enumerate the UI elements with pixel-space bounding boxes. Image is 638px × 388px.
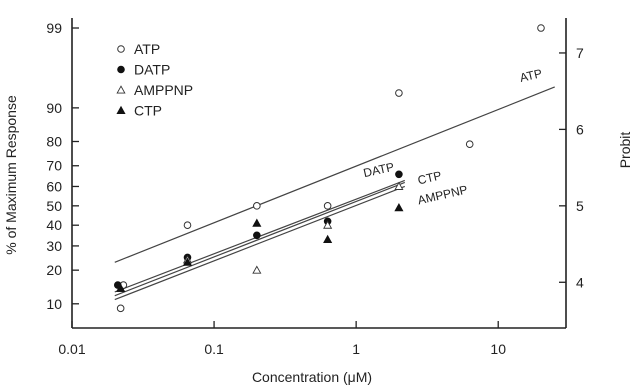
data-point-ctp: [394, 203, 404, 212]
data-point-atp: [395, 89, 403, 97]
legend-marker-datp: [117, 65, 125, 74]
y2-tick-label: 7: [576, 45, 584, 61]
x-tick-label: 1: [352, 341, 360, 357]
y-tick-label: 50: [46, 198, 62, 214]
fit-lines: [114, 86, 555, 301]
data-point-ctp: [182, 257, 193, 266]
axes: [71, 18, 567, 329]
legend-marker-ctp: [116, 105, 126, 114]
x-tick-label: 0.1: [204, 341, 224, 357]
legend-label-amppnp: AMPPNP: [134, 82, 193, 98]
x-tick-label: 0.01: [58, 341, 85, 357]
ticks: 0.01 0.1 1 10 10 20 30 40 50 60 70 80 90 99 4 5 6 7: [46, 20, 584, 357]
legend-marker-atp: [117, 45, 125, 53]
data-point-amppnp: [394, 181, 404, 190]
data-point-ctp: [116, 283, 126, 292]
data-point-atp: [465, 140, 474, 148]
y-tick-label: 30: [46, 238, 62, 254]
y2-tick-label: 5: [576, 198, 584, 214]
fit-line-atp: [114, 86, 555, 263]
y-axis-title: % of Maximum Response: [3, 95, 19, 255]
data-point-atp: [537, 24, 545, 32]
legend-label-datp: DATP: [134, 62, 170, 78]
y-tick-label: 40: [46, 217, 62, 233]
fit-line-amppnp: [114, 185, 406, 301]
y2-tick-label: 6: [576, 121, 584, 137]
fit-label-atp: ATP: [518, 66, 543, 85]
data-point-amppnp: [252, 265, 262, 274]
data-point-atp: [323, 202, 332, 210]
data-point-amppnp: [323, 220, 333, 229]
y-tick-label: 99: [46, 20, 62, 36]
data-point-atp: [253, 202, 261, 210]
y-tick-label: 90: [46, 100, 62, 116]
legend: ATP DATP AMPPNP CTP: [116, 41, 193, 119]
fit-label-datp: DATP: [362, 160, 395, 180]
y-tick-label: 10: [46, 296, 62, 312]
y-tick-label: 70: [46, 158, 62, 174]
y2-tick-label: 4: [576, 274, 584, 290]
data-point-ctp: [252, 218, 262, 227]
y-tick-label: 80: [46, 134, 62, 150]
data-point-atp: [183, 221, 192, 229]
y-tick-label: 60: [46, 178, 62, 194]
data-point-atp: [116, 304, 125, 313]
x-tick-label: 10: [490, 341, 506, 357]
legend-label-atp: ATP: [134, 41, 160, 57]
fit-label-ctp: CTP: [416, 168, 443, 187]
fit-line-ctp: [114, 181, 406, 297]
data-points: [113, 24, 545, 313]
data-point-datp: [253, 231, 261, 240]
data-point-ctp: [323, 234, 333, 243]
x-axis-title: Concentration (μM): [252, 369, 372, 385]
legend-marker-amppnp: [116, 85, 126, 94]
y-tick-label: 20: [46, 262, 62, 278]
data-point-datp: [395, 170, 403, 179]
legend-label-ctp: CTP: [134, 103, 162, 119]
y2-axis-title: Probit: [617, 132, 633, 169]
